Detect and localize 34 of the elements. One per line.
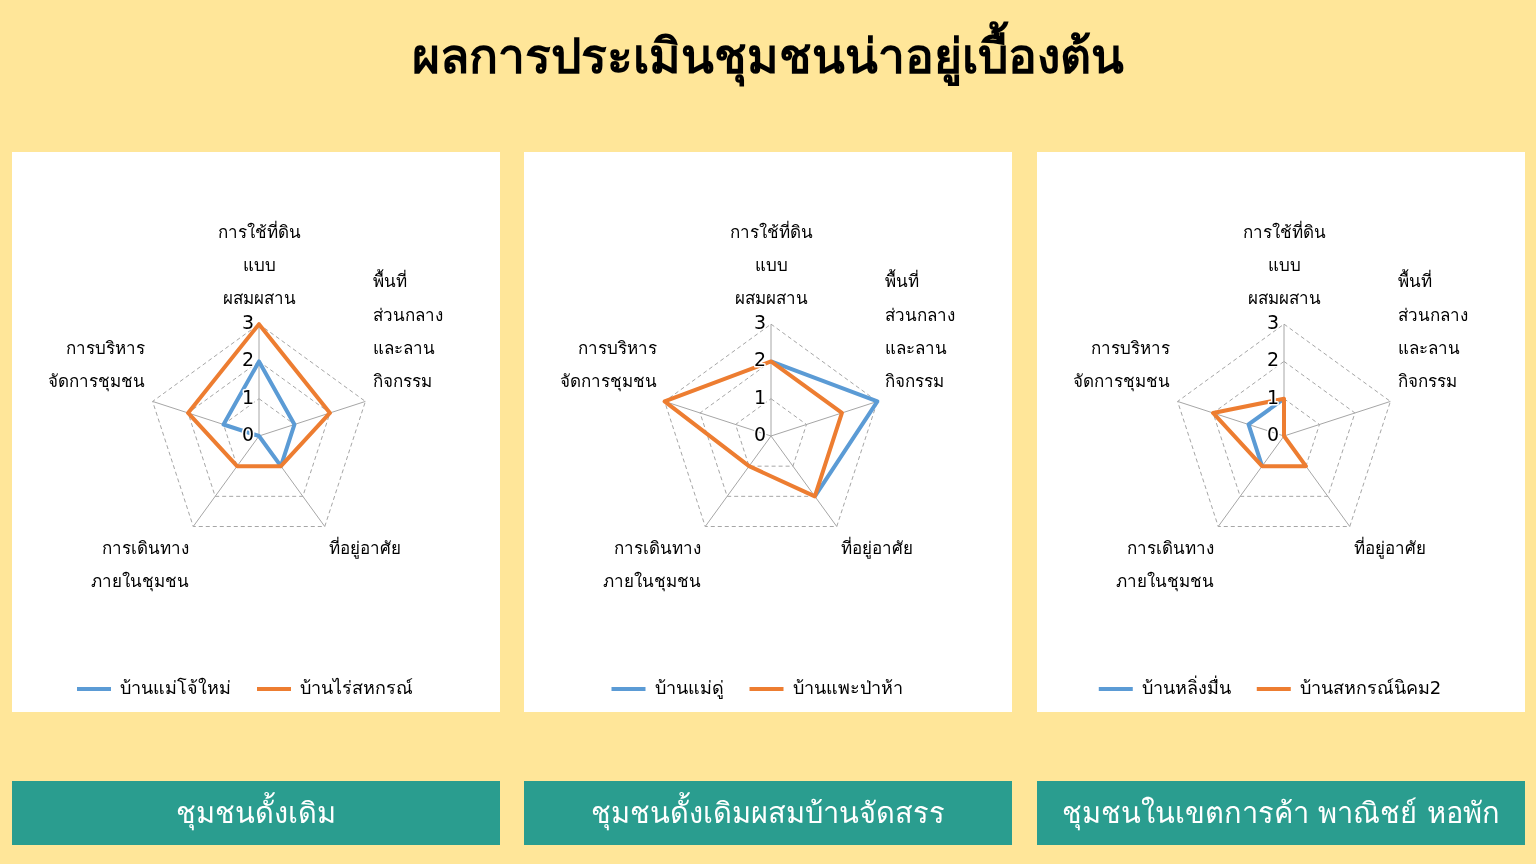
text: ชุมชนดั้งเดิม xyxy=(12,781,500,845)
y-tick-label: 3 xyxy=(753,311,766,334)
y-tick-label: 0 xyxy=(1266,422,1279,445)
y-tick-label: 1 xyxy=(241,385,254,408)
y-tick-label: 3 xyxy=(241,311,254,334)
legend-label: บ้านแพะป่าห้า xyxy=(792,676,903,698)
text: ชุมชนดั้งเดิมผสมบ้านจัดสรร xyxy=(524,781,1012,845)
spoke-label: การใช้ที่ดิน แบบ ผสมผสาน xyxy=(729,219,813,308)
spoke-label: พื้นที่ ส่วนกลาง และลาน กิจกรรม xyxy=(1398,269,1468,391)
legend-label: บ้านหลิ่งมื่น xyxy=(1141,674,1231,698)
spoke-label: ที่อยู่อาศัย xyxy=(329,535,402,559)
legend-label: บ้านไร่สหกรณ์ xyxy=(300,676,413,698)
spoke-label: ที่อยู่อาศัย xyxy=(1354,535,1427,559)
text: ชุมชนในเขตการค้า พาณิชย์ หอพัก xyxy=(1037,781,1525,845)
spoke-label: การเดินทาง ภายในชุมชน xyxy=(602,537,701,593)
spoke-label: การใช้ที่ดิน แบบ ผสมผสาน xyxy=(1242,219,1326,308)
spoke-label: การใช้ที่ดิน แบบ ผสมผสาน xyxy=(217,219,301,308)
spoke-label: พื้นที่ ส่วนกลาง และลาน กิจกรรม xyxy=(373,269,443,391)
text: ผลการประเมินชุมชนน่าอยู่เบื้องต้น xyxy=(411,20,1125,89)
spoke-label: การบริหาร จัดการชุมชน xyxy=(1073,337,1170,392)
y-tick-label: 2 xyxy=(241,348,254,371)
spoke-label: การบริหาร จัดการชุมชน xyxy=(48,337,145,392)
spoke-label: การเดินทาง ภายในชุมชน xyxy=(90,537,189,593)
legend-label: บ้านแม่ดู่ xyxy=(654,676,724,699)
y-tick-label: 1 xyxy=(753,385,766,408)
y-tick-label: 2 xyxy=(1266,348,1279,371)
spoke-label: การเดินทาง ภายในชุมชน xyxy=(1115,537,1214,593)
legend-label: บ้านสหกรณ์นิคม2 xyxy=(1299,676,1442,698)
y-tick-label: 3 xyxy=(1266,311,1279,334)
spoke-label: พื้นที่ ส่วนกลาง และลาน กิจกรรม xyxy=(885,269,955,391)
spoke-label: ที่อยู่อาศัย xyxy=(841,535,914,559)
spoke-label: การบริหาร จัดการชุมชน xyxy=(560,337,657,392)
y-tick-label: 0 xyxy=(753,422,766,445)
legend-label: บ้านแม่โจ้ใหม่ xyxy=(120,676,231,698)
